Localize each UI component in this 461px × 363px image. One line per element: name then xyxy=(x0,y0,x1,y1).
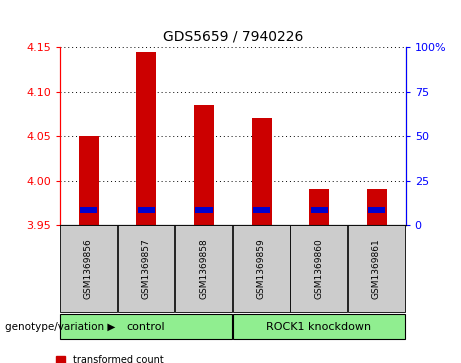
Text: GSM1369858: GSM1369858 xyxy=(199,238,208,299)
Bar xyxy=(79,136,99,225)
Text: control: control xyxy=(127,322,165,332)
Text: GSM1369859: GSM1369859 xyxy=(257,238,266,299)
Bar xyxy=(368,207,385,213)
Bar xyxy=(195,207,213,213)
Bar xyxy=(367,189,387,225)
Bar xyxy=(311,207,328,213)
Bar xyxy=(138,207,155,213)
Title: GDS5659 / 7940226: GDS5659 / 7940226 xyxy=(163,29,303,43)
Text: GSM1369857: GSM1369857 xyxy=(142,238,150,299)
Bar xyxy=(252,118,272,225)
Text: GSM1369860: GSM1369860 xyxy=(314,238,323,299)
Text: ROCK1 knockdown: ROCK1 knockdown xyxy=(266,322,372,332)
Text: genotype/variation ▶: genotype/variation ▶ xyxy=(5,322,115,332)
Legend: transformed count, percentile rank within the sample: transformed count, percentile rank withi… xyxy=(56,355,238,363)
Bar xyxy=(136,52,156,225)
Bar xyxy=(253,207,270,213)
Text: GSM1369856: GSM1369856 xyxy=(84,238,93,299)
Bar xyxy=(80,207,97,213)
Text: GSM1369861: GSM1369861 xyxy=(372,238,381,299)
Bar xyxy=(309,189,329,225)
Bar xyxy=(194,105,214,225)
